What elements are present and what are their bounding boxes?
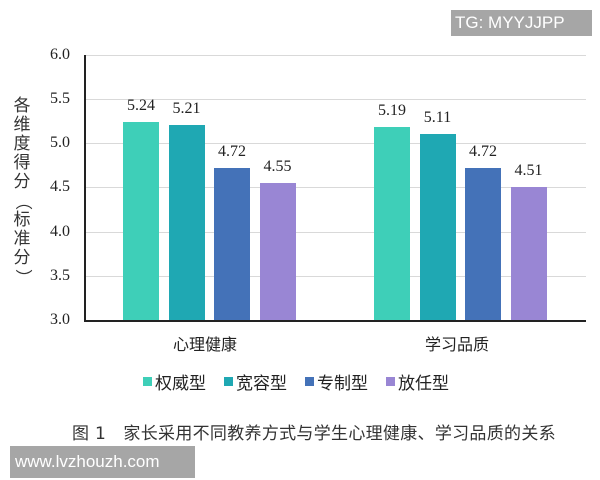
data-label: 4.51 <box>514 161 543 179</box>
y-tick: 3.0 <box>50 311 70 328</box>
bar-neglectful <box>259 183 296 320</box>
legend-label: 权威型 <box>155 374 206 394</box>
category-label-learning-quality: 学习品质 <box>425 335 490 354</box>
legend-label: 放任型 <box>398 374 449 394</box>
legend: 权威型 宽容型 专制型 放任型 <box>143 369 449 394</box>
bar-permissive <box>168 124 205 320</box>
gridline <box>84 99 586 100</box>
legend-swatch <box>224 377 233 386</box>
gridline <box>84 187 586 188</box>
data-label: 4.55 <box>263 158 292 176</box>
data-label: 5.24 <box>127 97 155 115</box>
data-label: 5.21 <box>172 99 201 117</box>
legend-label: 宽容型 <box>236 374 287 394</box>
watermark-bottom-left: www.lvzhouzh.com <box>10 446 195 478</box>
bar-authoritative <box>123 122 159 320</box>
legend-item-authoritarian: 专制型 <box>305 369 368 394</box>
legend-item-permissive: 宽容型 <box>224 369 287 394</box>
y-tick: 4.5 <box>50 178 70 195</box>
gridline <box>84 232 586 233</box>
bar-permissive <box>419 133 456 320</box>
legend-item-neglectful: 放任型 <box>386 369 449 394</box>
data-label: 5.19 <box>378 101 406 119</box>
data-label: 4.72 <box>469 143 497 161</box>
legend-swatch <box>386 377 395 386</box>
y-tick: 3.5 <box>50 267 70 284</box>
gridline <box>84 276 586 277</box>
x-axis-line <box>84 320 586 322</box>
legend-label: 专制型 <box>317 374 368 394</box>
legend-item-authoritative: 权威型 <box>143 369 206 394</box>
y-tick: 5.0 <box>50 134 70 151</box>
category-label-mental-health: 心理健康 <box>173 335 238 354</box>
y-axis-label: 各维度得分（标准分） <box>12 96 33 287</box>
watermark-top-right: TG: MYYJJPP <box>451 10 592 36</box>
legend-swatch <box>305 377 314 386</box>
bar-authoritarian <box>465 168 501 320</box>
y-tick: 4.0 <box>50 223 70 240</box>
y-axis-line <box>84 55 86 321</box>
figure-caption: 图 1 家长采用不同教养方式与学生心理健康、学习品质的关系 <box>72 424 556 444</box>
bar-neglectful <box>510 186 547 320</box>
y-tick: 5.5 <box>50 90 70 107</box>
gridline <box>84 55 586 56</box>
bar-authoritarian <box>214 168 250 320</box>
bar-authoritative <box>374 126 410 320</box>
legend-swatch <box>143 377 152 386</box>
data-label: 4.72 <box>218 143 246 161</box>
gridline <box>84 143 586 144</box>
data-label: 5.11 <box>423 108 452 126</box>
y-tick: 6.0 <box>50 46 70 63</box>
